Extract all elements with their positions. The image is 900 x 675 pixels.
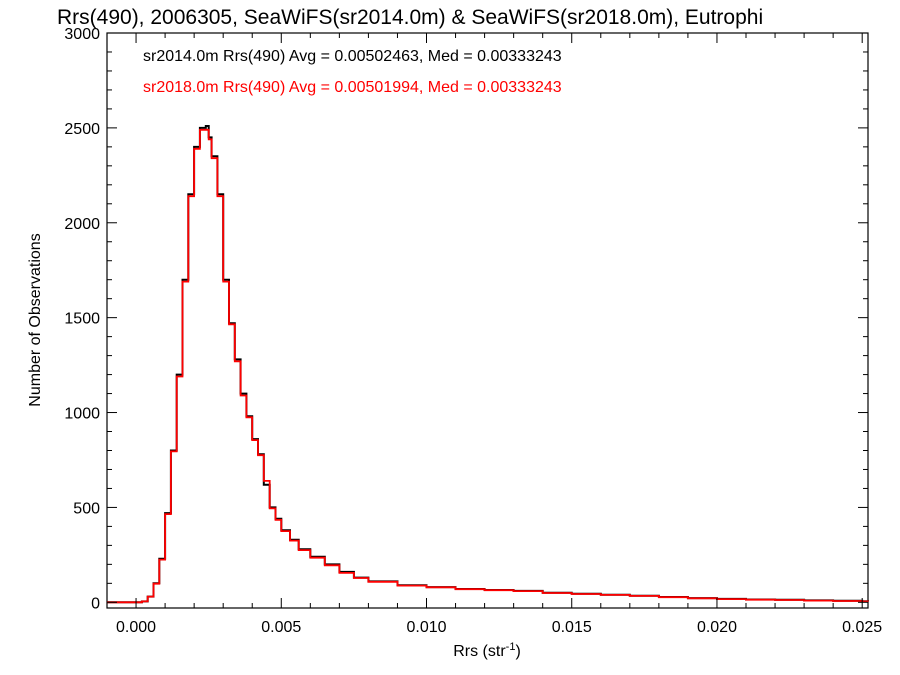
x-axis-label-main: Rrs (str bbox=[453, 643, 506, 660]
y-axis-ticks: 0 500 1000 1500 2000 2500 3000 bbox=[64, 26, 868, 612]
series-line-sr2018.0m bbox=[107, 128, 869, 604]
y-tick-label: 500 bbox=[73, 500, 100, 517]
x-axis-label: Rrs (str-1) bbox=[453, 641, 521, 660]
x-tick-label: 0.000 bbox=[116, 619, 156, 636]
y-tick-label: 3000 bbox=[64, 26, 100, 43]
x-tick-label: 0.025 bbox=[842, 619, 882, 636]
x-axis-label-superscript: -1 bbox=[506, 641, 516, 653]
y-tick-label: 2000 bbox=[64, 216, 100, 233]
y-tick-label: 1000 bbox=[64, 406, 100, 423]
chart-title: Rrs(490), 2006305, SeaWiFS(sr2014.0m) & … bbox=[57, 6, 763, 29]
legend-annotation-sr2014: sr2014.0m Rrs(490) Avg = 0.00502463, Med… bbox=[143, 48, 562, 65]
y-axis-label: Number of Observations bbox=[27, 233, 44, 406]
series-line-sr2014.0m bbox=[107, 125, 869, 604]
x-tick-label: 0.015 bbox=[552, 619, 592, 636]
y-tick-label: 1500 bbox=[64, 311, 100, 328]
x-tick-label: 0.005 bbox=[261, 619, 301, 636]
x-axis-ticks: 0.000 0.005 0.010 0.015 0.020 0.025 bbox=[106, 33, 882, 636]
x-axis-label-close: ) bbox=[515, 643, 520, 660]
y-tick-label: 0 bbox=[91, 595, 100, 612]
plot-frame bbox=[106, 32, 869, 609]
y-tick-label: 2500 bbox=[64, 121, 100, 138]
series-layer bbox=[107, 125, 869, 604]
x-tick-label: 0.020 bbox=[697, 619, 737, 636]
legend-annotation-sr2018: sr2018.0m Rrs(490) Avg = 0.00501994, Med… bbox=[143, 79, 562, 96]
x-tick-label: 0.010 bbox=[406, 619, 446, 636]
